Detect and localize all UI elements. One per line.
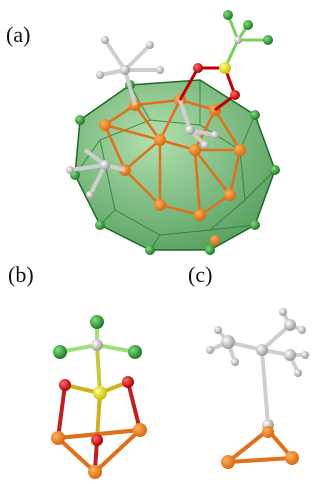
panel-label: (a): [6, 22, 30, 47]
atom: [230, 90, 240, 100]
atom: [88, 465, 102, 479]
atom: [262, 426, 274, 438]
atom: [51, 431, 65, 445]
atom: [301, 351, 309, 359]
atom: [154, 134, 166, 146]
cluster-a: [66, 10, 280, 255]
bond: [58, 385, 65, 438]
atom: [206, 346, 214, 354]
atom: [214, 326, 222, 334]
atom: [90, 315, 104, 329]
atom: [91, 339, 103, 351]
page: (a) (b) (c): [0, 0, 313, 484]
atom: [201, 141, 209, 149]
atom: [221, 455, 235, 469]
atom: [154, 199, 166, 211]
atom: [95, 220, 105, 230]
atom: [221, 335, 235, 349]
atom: [185, 125, 195, 135]
atom: [256, 344, 268, 356]
atom: [205, 245, 215, 255]
atom: [99, 119, 111, 131]
atom: [156, 66, 164, 74]
atom: [231, 358, 239, 366]
atom: [120, 65, 130, 75]
bond: [125, 45, 150, 70]
atom: [284, 349, 296, 361]
atom: [122, 376, 134, 388]
atom: [270, 165, 280, 175]
atom: [75, 115, 85, 125]
atom: [194, 209, 206, 221]
atom: [210, 235, 220, 245]
atom: [128, 345, 142, 359]
atom: [285, 451, 299, 465]
atom: [250, 110, 260, 120]
figure: (a) (b) (c): [0, 0, 313, 484]
atom: [224, 189, 236, 201]
atom: [223, 10, 233, 20]
bond: [128, 382, 140, 430]
panel-label: (b): [8, 262, 34, 287]
fragment-c: [206, 308, 309, 469]
atom: [250, 220, 260, 230]
atom: [211, 131, 219, 139]
fragment-b: [51, 315, 147, 479]
atom: [133, 423, 147, 437]
atom: [100, 160, 110, 170]
atom: [234, 144, 246, 156]
atom: [279, 308, 287, 316]
atom: [189, 144, 201, 156]
atom: [91, 434, 103, 446]
atom: [59, 379, 71, 391]
atom: [219, 62, 231, 74]
atom: [284, 319, 296, 331]
atom: [298, 326, 306, 334]
atom: [193, 63, 203, 73]
bond: [262, 350, 268, 425]
panel-label: (c): [188, 262, 212, 287]
bond: [97, 345, 100, 393]
atom: [93, 386, 107, 400]
atom: [96, 71, 104, 79]
atom: [66, 166, 74, 174]
atom: [234, 36, 242, 44]
atom: [146, 41, 154, 49]
atom: [145, 245, 155, 255]
atom: [86, 191, 94, 199]
bond: [228, 430, 292, 462]
atom: [53, 345, 67, 359]
atom: [243, 20, 253, 30]
atom: [263, 35, 273, 45]
atom: [101, 36, 109, 44]
atom: [294, 369, 302, 377]
